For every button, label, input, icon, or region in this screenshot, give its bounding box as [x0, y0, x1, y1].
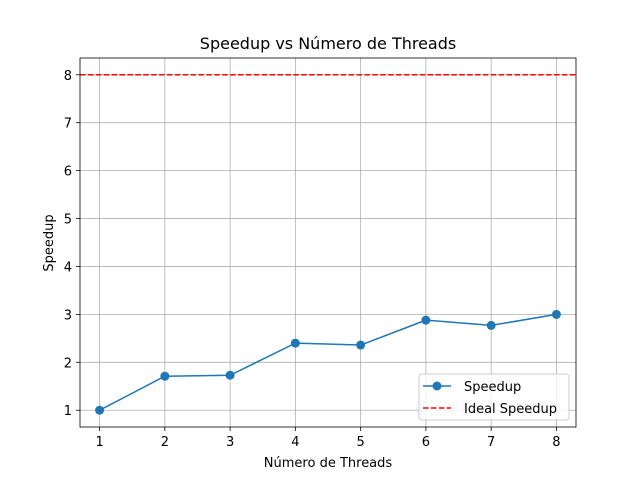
- data-point-speedup: [290, 338, 300, 348]
- legend-marker-speedup: [432, 381, 442, 391]
- y-tick-label: 3: [64, 308, 72, 323]
- legend-label-ideal: Ideal Speedup: [464, 402, 557, 417]
- x-axis-title: Número de Threads: [264, 456, 393, 471]
- x-tick-label: 6: [422, 435, 430, 450]
- x-tick-label: 5: [356, 435, 364, 450]
- data-point-speedup: [356, 340, 366, 350]
- y-tick-label: 2: [64, 356, 72, 371]
- data-point-speedup: [486, 320, 496, 330]
- x-tick-label: 1: [95, 435, 103, 450]
- y-tick-label: 6: [64, 165, 72, 180]
- data-point-speedup: [421, 315, 431, 325]
- y-tick-label: 7: [64, 117, 72, 132]
- legend-box: [418, 373, 570, 421]
- y-tick-label: 4: [64, 260, 72, 275]
- x-tick-label: 3: [226, 435, 234, 450]
- axes: 1 2 3 4 5 6 7 8 1 2 3 4 5 6 7 8: [64, 57, 577, 450]
- grid: [80, 58, 576, 427]
- y-axis-title: Speedup: [42, 214, 57, 271]
- plot-frame: [79, 57, 577, 428]
- legend: Speedup Ideal Speedup: [418, 373, 570, 421]
- chart-title: Speedup vs Número de Threads: [200, 34, 456, 53]
- data-point-speedup: [551, 309, 561, 319]
- x-tick-label: 8: [552, 435, 560, 450]
- legend-label-speedup: Speedup: [464, 380, 521, 395]
- y-tick-label: 8: [64, 69, 72, 84]
- y-tick-label: 5: [64, 213, 72, 228]
- y-tick-label: 1: [64, 404, 72, 419]
- x-tick-label: 7: [487, 435, 495, 450]
- series-layer: [80, 74, 576, 415]
- data-point-speedup: [225, 370, 235, 380]
- x-tick-label: 2: [161, 435, 169, 450]
- data-point-speedup: [160, 371, 170, 381]
- x-tick-label: 4: [291, 435, 299, 450]
- data-point-speedup: [95, 405, 105, 415]
- series-line-speedup: [99, 313, 557, 411]
